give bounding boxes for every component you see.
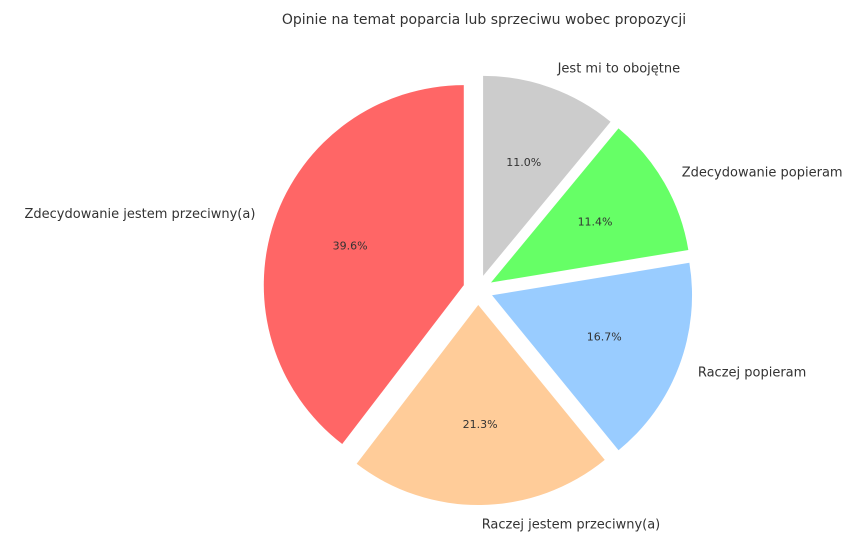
- slice-label: Raczej popieram: [698, 366, 806, 381]
- slice-label: Raczej jestem przeciwny(a): [482, 517, 661, 532]
- percent-label: 16.7%: [587, 331, 622, 344]
- pie-slice: [356, 304, 605, 505]
- pie-slice: [492, 262, 693, 451]
- pie-slice: [483, 75, 611, 276]
- percent-label: 11.4%: [578, 216, 613, 229]
- percent-label: 21.3%: [463, 418, 498, 431]
- pie-slice: [491, 128, 689, 283]
- slice-label: Jest mi to obojętne: [557, 61, 681, 76]
- percent-label: 11.0%: [506, 156, 541, 169]
- percent-label: 39.6%: [333, 240, 368, 253]
- slice-label: Zdecydowanie popieram: [682, 165, 843, 180]
- chart-title: Opinie na temat poparcia lub sprzeciwu w…: [282, 12, 686, 28]
- slice-label: Zdecydowanie jestem przeciwny(a): [25, 207, 256, 222]
- pie-slice: [263, 85, 464, 444]
